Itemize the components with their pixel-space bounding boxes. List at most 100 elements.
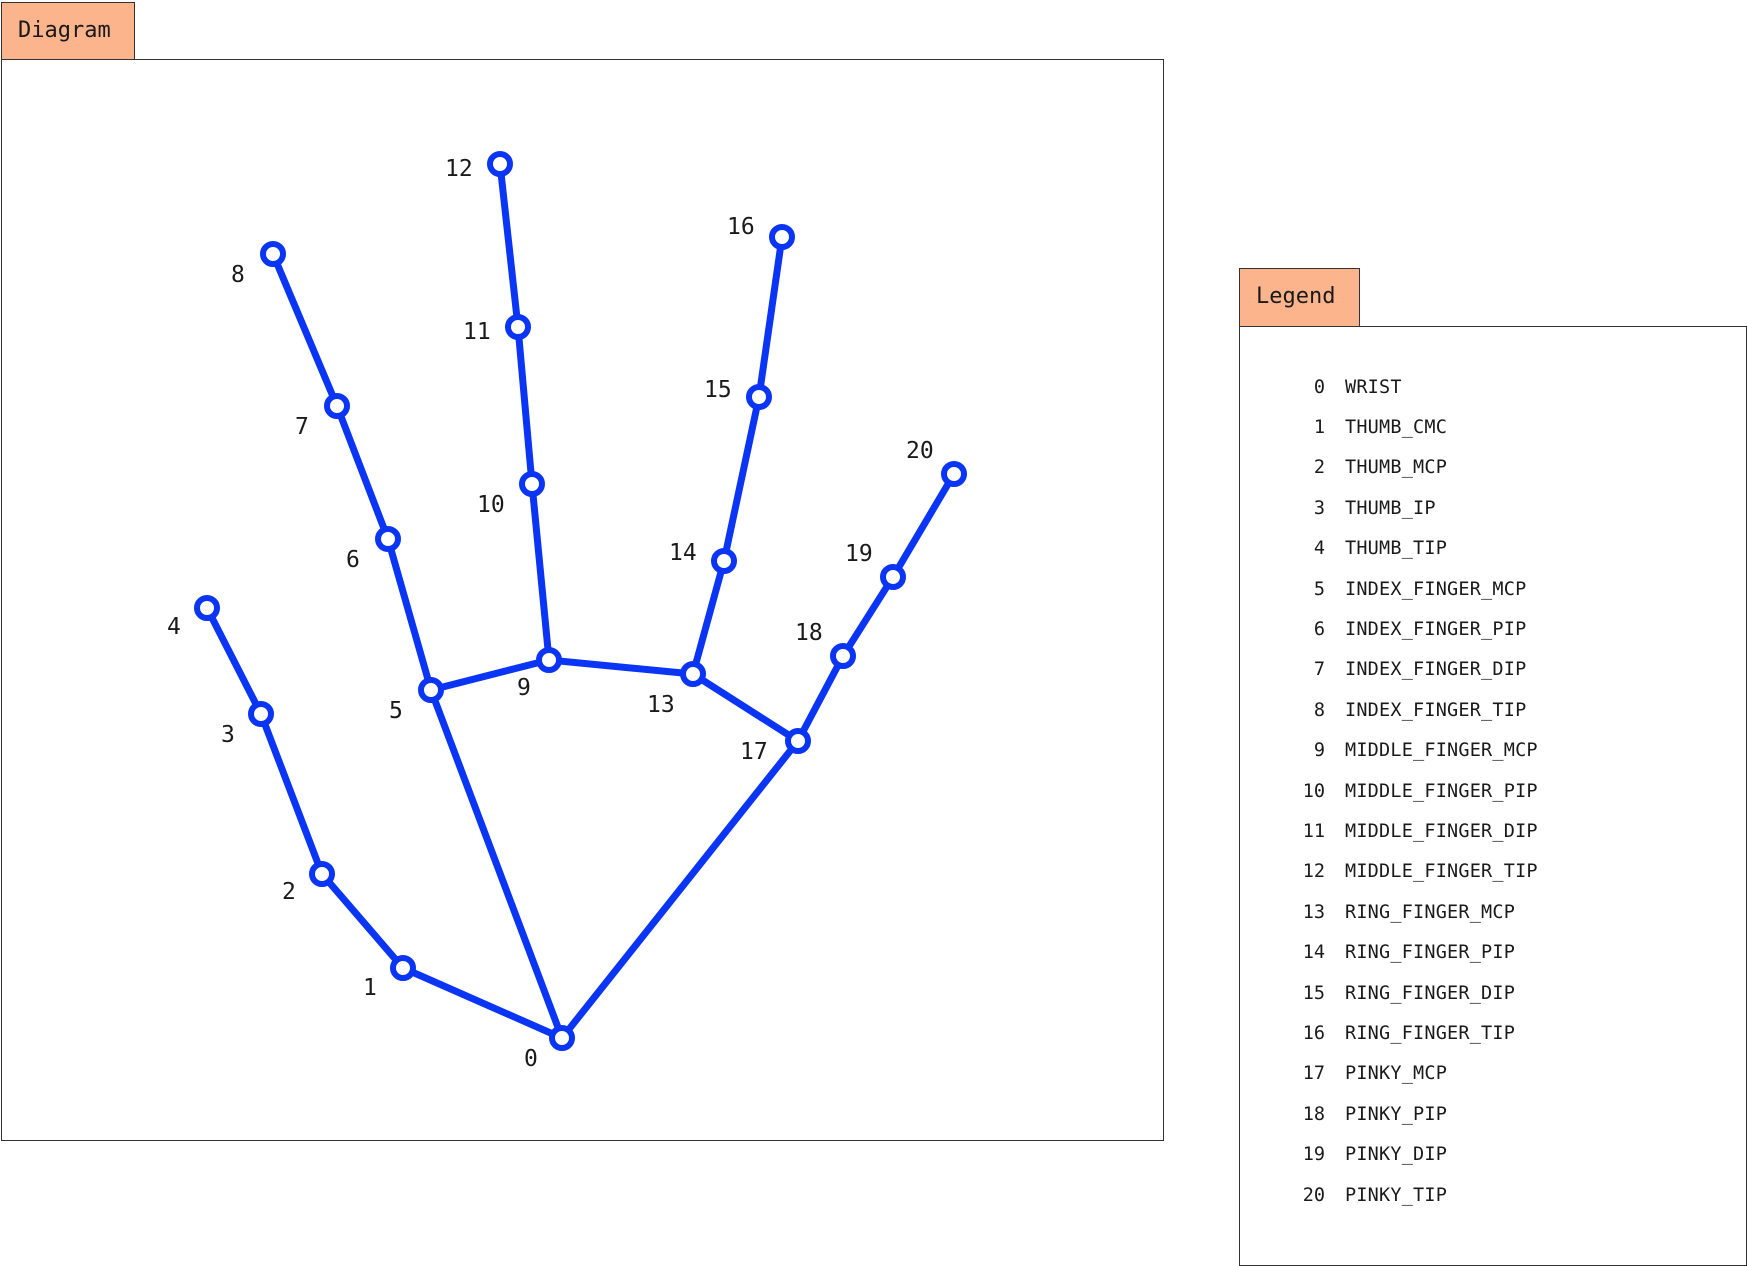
connection-9-13 <box>545 656 697 678</box>
legend-item: 19 PINKY_DIP <box>1240 1134 1746 1174</box>
legend-item: 20 PINKY_TIP <box>1240 1175 1746 1215</box>
landmark-node-2 <box>309 861 335 887</box>
legend-item-index: 13 <box>1302 901 1325 923</box>
legend-item: 17 PINKY_MCP <box>1240 1054 1746 1094</box>
connection-14-15 <box>720 393 763 565</box>
landmark-node-7 <box>324 393 350 419</box>
legend-item-index: 19 <box>1302 1144 1325 1166</box>
legend-item-index: 14 <box>1302 942 1325 964</box>
legend-item: 16 RING_FINGER_TIP <box>1240 1013 1746 1053</box>
landmark-node-4 <box>194 595 220 621</box>
legend-panel: 0 WRIST 1 THUMB_CMC 2 THUMB_MCP 3 THUMB_IP 4 THUM… <box>1239 326 1747 1266</box>
legend-item-name: MIDDLE_FINGER_MCP <box>1345 740 1538 762</box>
landmark-node-17 <box>785 728 811 754</box>
landmark-label-14: 14 <box>669 540 697 566</box>
legend-item-index: 1 <box>1313 417 1325 439</box>
connection-13-17 <box>689 670 802 745</box>
landmark-label-7: 7 <box>295 414 309 440</box>
landmark-label-2: 2 <box>282 879 296 905</box>
landmark-node-1 <box>390 955 416 981</box>
legend-item-name: RING_FINGER_DIP <box>1345 982 1516 1004</box>
diagram-panel: 0 1 2 3 4 5 6 7 8 9 10 11 12 13 14 15 16 17 18 19 20 <box>1 59 1164 1141</box>
landmark-node-6 <box>375 526 401 552</box>
landmark-node-13 <box>680 661 706 687</box>
connection-6-7 <box>333 402 392 543</box>
legend-item: 5 INDEX_FINGER_MCP <box>1240 569 1746 609</box>
legend-item-name: PINKY_PIP <box>1345 1103 1448 1125</box>
landmark-node-5 <box>418 677 444 703</box>
landmark-label-17: 17 <box>740 739 768 765</box>
landmark-node-8 <box>260 241 286 267</box>
landmark-label-19: 19 <box>845 541 873 567</box>
landmark-label-20: 20 <box>906 438 934 464</box>
landmark-node-11 <box>505 314 531 340</box>
landmark-label-15: 15 <box>704 377 732 403</box>
connection-2-3 <box>257 710 326 878</box>
landmark-label-18: 18 <box>795 620 823 646</box>
landmark-node-9 <box>536 647 562 673</box>
connection-17-18 <box>794 652 847 745</box>
connection-15-16 <box>755 233 786 401</box>
legend-item-index: 18 <box>1302 1103 1325 1125</box>
connection-5-6 <box>384 535 435 694</box>
legend-item: 13 RING_FINGER_MCP <box>1240 892 1746 932</box>
legend-item-index: 5 <box>1313 578 1325 600</box>
connection-1-2 <box>318 870 407 972</box>
legend-item-name: MIDDLE_FINGER_PIP <box>1345 780 1538 802</box>
landmark-node-12 <box>487 151 513 177</box>
legend-item-index: 9 <box>1313 740 1325 762</box>
diagram-tab-label: Diagram <box>18 18 111 43</box>
legend-item: 18 PINKY_PIP <box>1240 1094 1746 1134</box>
legend-item: 10 MIDDLE_FINGER_PIP <box>1240 771 1746 811</box>
diagram-tab: Diagram <box>1 2 135 60</box>
landmark-label-9: 9 <box>517 675 531 701</box>
legend-item-index: 12 <box>1302 861 1325 883</box>
legend-item-name: PINKY_TIP <box>1345 1184 1448 1206</box>
legend-item: 0 WRIST <box>1240 367 1746 407</box>
landmark-label-12: 12 <box>445 156 473 182</box>
connection-0-5 <box>427 686 566 1042</box>
landmarks-layer <box>194 151 967 1051</box>
legend-item-index: 17 <box>1302 1063 1325 1085</box>
legend-item-name: PINKY_DIP <box>1345 1144 1448 1166</box>
landmark-node-10 <box>519 471 545 497</box>
legend-item-index: 2 <box>1313 457 1325 479</box>
legend-item-index: 16 <box>1302 1022 1325 1044</box>
landmark-label-13: 13 <box>647 692 675 718</box>
connection-7-8 <box>269 250 341 410</box>
legend-item-name: THUMB_MCP <box>1345 457 1448 479</box>
legend-item-index: 8 <box>1313 699 1325 721</box>
connection-3-4 <box>203 604 265 718</box>
legend-item-name: WRIST <box>1345 376 1402 398</box>
legend-item-name: INDEX_FINGER_TIP <box>1345 699 1527 721</box>
legend-item-name: THUMB_CMC <box>1345 417 1448 439</box>
landmark-label-4: 4 <box>167 614 181 640</box>
landmark-node-20 <box>941 461 967 487</box>
connection-13-14 <box>689 557 728 678</box>
landmark-label-5: 5 <box>389 698 403 724</box>
legend-item-index: 4 <box>1313 538 1325 560</box>
legend-item-index: 15 <box>1302 982 1325 1004</box>
legend-item-name: INDEX_FINGER_MCP <box>1345 578 1527 600</box>
legend-item-index: 3 <box>1313 497 1325 519</box>
legend-item-name: INDEX_FINGER_DIP <box>1345 659 1527 681</box>
legend-item-index: 10 <box>1302 780 1325 802</box>
legend-item: 8 INDEX_FINGER_TIP <box>1240 690 1746 730</box>
landmark-label-16: 16 <box>727 214 755 240</box>
legend-tab-label: Legend <box>1256 284 1336 309</box>
legend-item: 6 INDEX_FINGER_PIP <box>1240 609 1746 649</box>
landmark-label-10: 10 <box>477 492 505 518</box>
connection-5-9 <box>427 656 553 694</box>
connection-10-11 <box>514 323 536 488</box>
landmark-node-0 <box>549 1025 575 1051</box>
legend-item: 4 THUMB_TIP <box>1240 529 1746 569</box>
legend-item: 1 THUMB_CMC <box>1240 407 1746 447</box>
legend-item: 11 MIDDLE_FINGER_DIP <box>1240 811 1746 851</box>
legend-item-name: THUMB_IP <box>1345 497 1436 519</box>
landmark-label-0: 0 <box>524 1046 538 1072</box>
legend-item: 14 RING_FINGER_PIP <box>1240 932 1746 972</box>
landmark-node-18 <box>830 643 856 669</box>
legend-item-name: INDEX_FINGER_PIP <box>1345 619 1527 641</box>
